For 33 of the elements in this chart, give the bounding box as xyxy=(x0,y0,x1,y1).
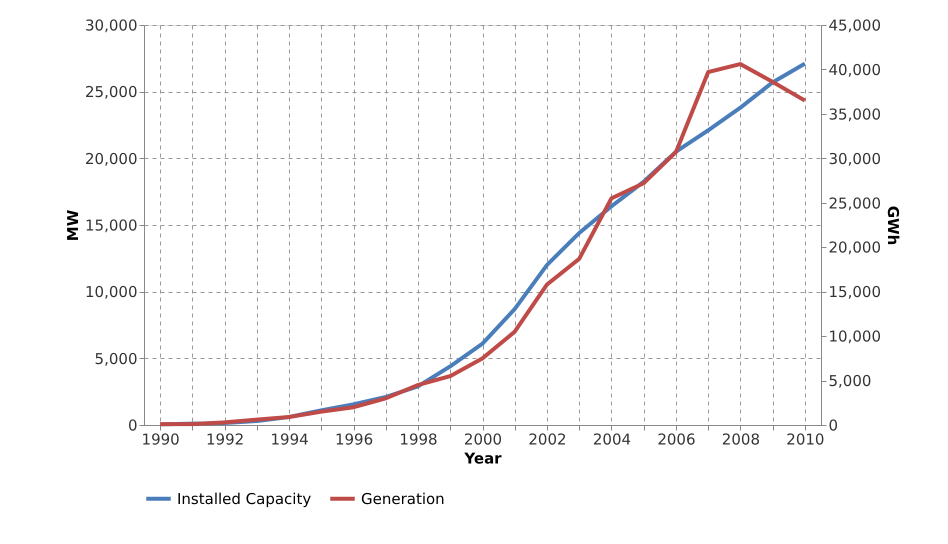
x-tick-label: 2000 xyxy=(464,430,502,448)
y2-tick-label: 0 xyxy=(828,416,838,434)
x-tick-label: 2008 xyxy=(722,430,760,448)
y-tick-label: 15,000 xyxy=(85,216,138,234)
y2-tick-label: 35,000 xyxy=(828,105,881,124)
y-tick-label: 30,000 xyxy=(85,16,138,34)
x-tick-label: 1998 xyxy=(399,430,438,448)
x-tick-label: 2006 xyxy=(657,430,696,448)
y2-tick-label: 45,000 xyxy=(828,16,881,34)
y-axis-title: MW xyxy=(64,209,82,242)
x-tick-label: 2004 xyxy=(592,430,632,448)
y-tick-label: 10,000 xyxy=(85,283,138,302)
x-tick-label: 2010 xyxy=(786,430,824,448)
x-axis-title: Year xyxy=(463,450,502,468)
y2-tick-label: 25,000 xyxy=(828,194,881,212)
x-tick-label: 2002 xyxy=(528,430,567,448)
x-tick-label: 1994 xyxy=(270,430,309,448)
y2-tick-label: 20,000 xyxy=(828,238,881,257)
y2-tick-label: 30,000 xyxy=(828,150,881,168)
y-tick-label: 20,000 xyxy=(85,150,138,168)
legend-label: Installed Capacity xyxy=(177,490,312,508)
y2-tick-label: 5,000 xyxy=(828,372,872,390)
y-tick-label: 0 xyxy=(128,416,138,434)
x-tick-label: 1992 xyxy=(206,430,244,448)
y-tick-label: 25,000 xyxy=(85,83,138,102)
x-tick-label: 1990 xyxy=(142,430,180,448)
y2-tick-label: 10,000 xyxy=(828,328,881,346)
x-tick-label: 1996 xyxy=(334,430,374,448)
legend-label: Generation xyxy=(361,490,445,508)
y2-tick-label: 15,000 xyxy=(828,283,881,302)
y2-axis-title: GWh xyxy=(884,206,902,246)
y2-tick-label: 40,000 xyxy=(828,60,881,79)
y-tick-label: 5,000 xyxy=(94,350,138,368)
